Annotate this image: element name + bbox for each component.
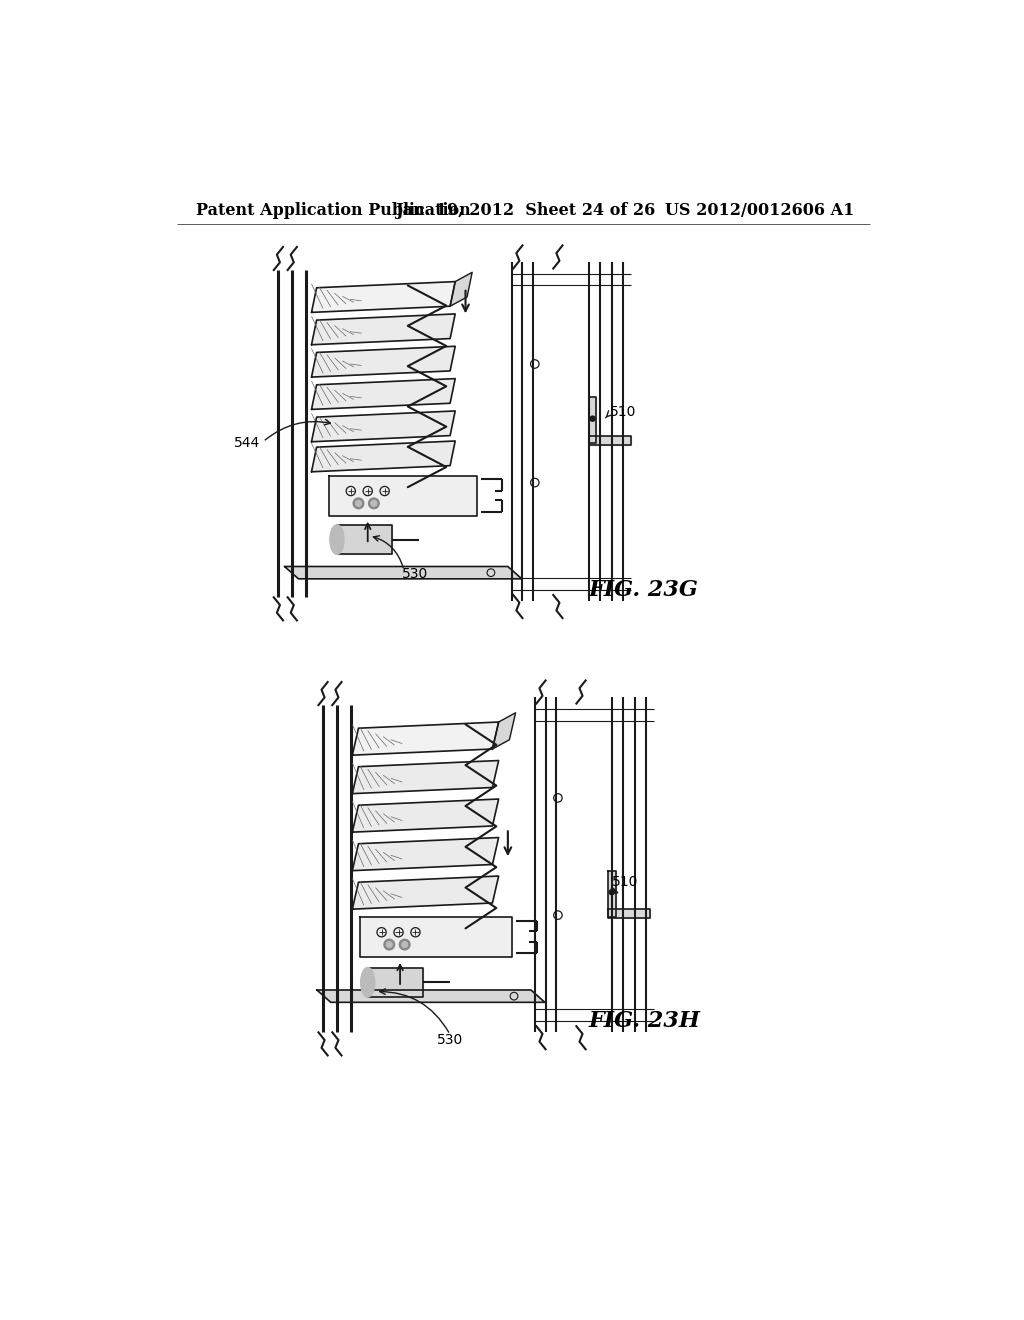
Text: FIG. 23H: FIG. 23H: [589, 1010, 700, 1032]
Circle shape: [353, 498, 364, 508]
Circle shape: [401, 941, 408, 948]
Polygon shape: [352, 876, 499, 909]
Text: US 2012/0012606 A1: US 2012/0012606 A1: [665, 202, 854, 219]
Polygon shape: [589, 436, 631, 445]
Circle shape: [355, 500, 361, 507]
Text: Jan. 19, 2012  Sheet 24 of 26: Jan. 19, 2012 Sheet 24 of 26: [394, 202, 655, 219]
Text: 530: 530: [437, 1034, 463, 1047]
Polygon shape: [589, 397, 596, 444]
Polygon shape: [493, 713, 515, 748]
Polygon shape: [311, 281, 456, 313]
Text: Patent Application Publication: Patent Application Publication: [196, 202, 471, 219]
Polygon shape: [451, 272, 472, 306]
Polygon shape: [352, 722, 499, 755]
Polygon shape: [311, 314, 456, 345]
Polygon shape: [608, 909, 650, 919]
Circle shape: [384, 940, 394, 950]
Text: 510: 510: [609, 405, 636, 420]
Text: 544: 544: [233, 437, 260, 450]
Polygon shape: [337, 525, 392, 554]
Polygon shape: [352, 760, 499, 793]
Polygon shape: [311, 346, 456, 378]
Ellipse shape: [330, 525, 344, 554]
Polygon shape: [311, 379, 456, 409]
Text: FIG. 23G: FIG. 23G: [589, 578, 698, 601]
Polygon shape: [311, 441, 456, 471]
Circle shape: [371, 500, 377, 507]
Circle shape: [399, 940, 410, 950]
Text: 510: 510: [611, 875, 638, 890]
Polygon shape: [316, 990, 545, 1002]
Polygon shape: [368, 968, 423, 997]
Ellipse shape: [360, 968, 375, 997]
Text: 530: 530: [401, 568, 428, 581]
Polygon shape: [285, 566, 521, 578]
Circle shape: [609, 890, 614, 895]
Polygon shape: [330, 475, 477, 516]
Circle shape: [590, 416, 595, 421]
Circle shape: [386, 941, 392, 948]
Polygon shape: [360, 917, 512, 957]
Polygon shape: [352, 837, 499, 871]
Circle shape: [369, 498, 379, 508]
Polygon shape: [608, 871, 615, 917]
Polygon shape: [352, 799, 499, 832]
Polygon shape: [311, 411, 456, 442]
